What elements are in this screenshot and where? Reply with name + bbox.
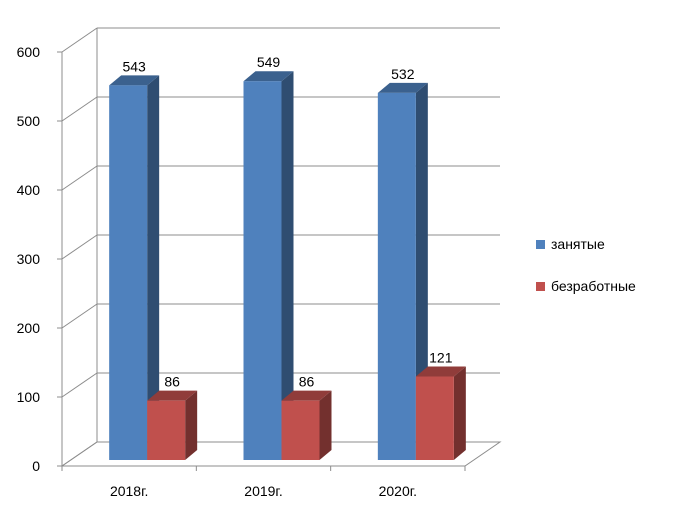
- bar-employed: [109, 85, 148, 460]
- legend-swatch-unemployed: [536, 281, 545, 291]
- legend: занятые безработные: [536, 234, 636, 318]
- bar-top: [109, 75, 160, 86]
- bar-top: [377, 82, 428, 93]
- bar-top: [281, 390, 332, 401]
- data-label: 86: [164, 374, 180, 390]
- bar-employed: [377, 92, 416, 461]
- legend-swatch-employed: [536, 239, 545, 249]
- x-tick-label: 2020г.: [379, 483, 417, 499]
- gridline-side: [61, 234, 98, 260]
- bar-side: [415, 82, 428, 461]
- bar-top: [415, 366, 466, 377]
- bar-unemployed: [147, 400, 186, 460]
- legend-item-unemployed: безработные: [536, 276, 636, 296]
- y-tick-label: 300: [17, 251, 41, 267]
- bar-side: [453, 366, 466, 460]
- legend-label-unemployed: безработные: [551, 278, 636, 294]
- gridline-side: [61, 96, 98, 122]
- bar-side: [319, 390, 332, 460]
- x-tick-label: 2019г.: [244, 483, 282, 499]
- data-label: 121: [429, 350, 453, 366]
- data-label: 532: [391, 66, 415, 82]
- axis-layer: 0 100 200 300 400 500 600: [17, 28, 502, 474]
- legend-label-employed: занятые: [551, 236, 605, 252]
- bar-side: [185, 390, 198, 460]
- gridline-side: [61, 165, 98, 191]
- bar-layer: [109, 71, 466, 461]
- y-tick-label: 400: [17, 182, 41, 198]
- bar-top: [243, 71, 294, 82]
- bar-unemployed: [415, 376, 454, 460]
- y-tick-label: 500: [17, 113, 41, 129]
- x-tick-label: 2018г.: [110, 483, 148, 499]
- gridline-side: [61, 372, 98, 398]
- gridline-side: [61, 303, 98, 329]
- bar-side: [147, 75, 160, 460]
- y-tick-label: 200: [17, 320, 41, 336]
- bar-top: [147, 390, 198, 401]
- grid-layer: [61, 27, 500, 467]
- bar-side: [281, 71, 294, 460]
- bar-employed: [243, 81, 282, 460]
- y-tick-label: 100: [17, 389, 41, 405]
- bar-unemployed: [281, 400, 320, 460]
- data-label: 86: [299, 374, 315, 390]
- y-tick-label: 600: [17, 44, 41, 60]
- label-layer: 543 86 2018г. 549 86 2019г. 532 121 2020г.: [110, 54, 453, 499]
- data-label: 543: [122, 58, 146, 74]
- legend-item-employed: занятые: [536, 234, 636, 254]
- data-label: 549: [257, 54, 281, 70]
- gridline-side: [61, 27, 98, 53]
- y-tick-label: 0: [32, 458, 40, 474]
